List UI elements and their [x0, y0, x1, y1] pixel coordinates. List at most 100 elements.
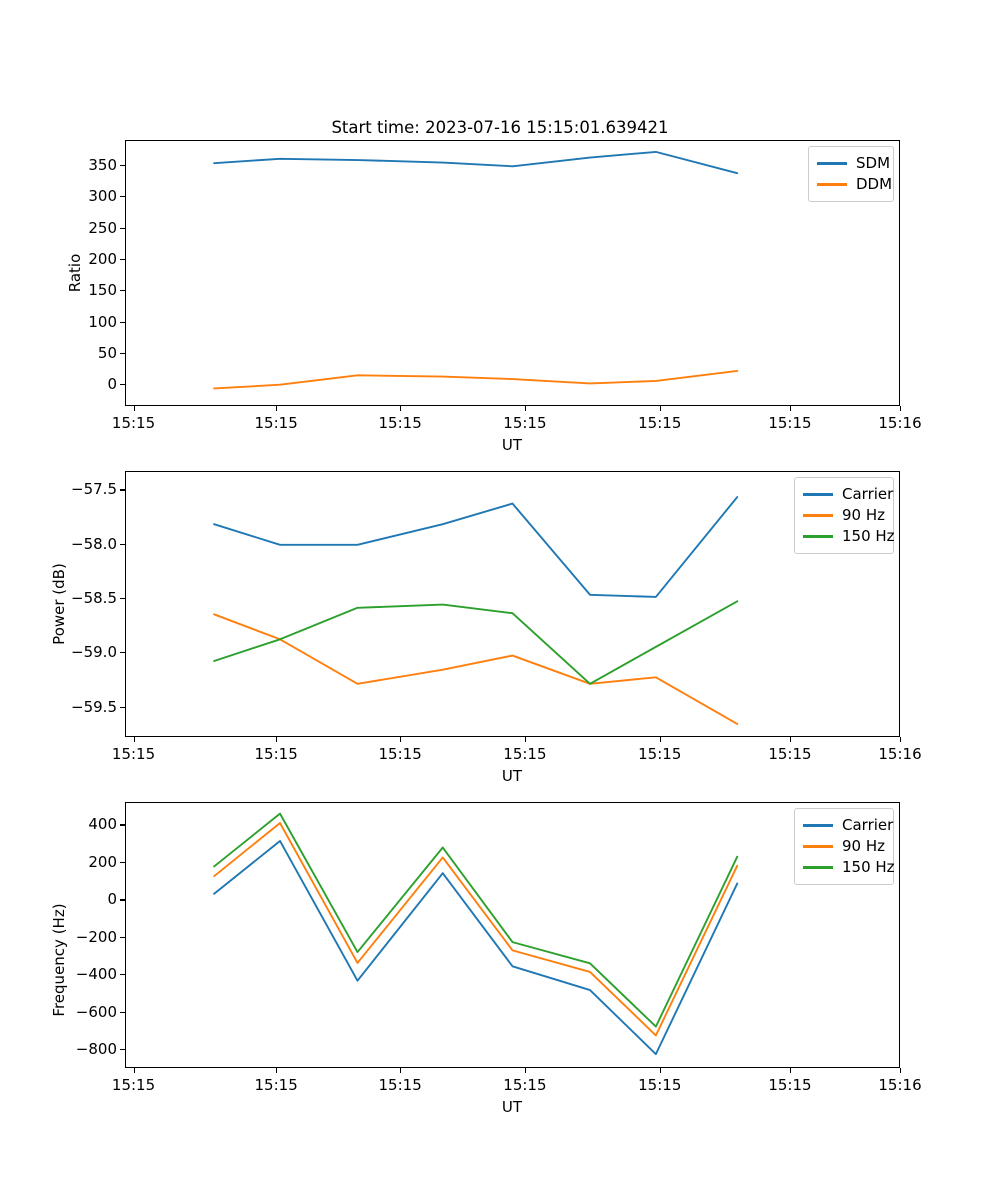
y-tick-label: −400	[75, 965, 117, 984]
legend-frequency[interactable]: Carrier 90 Hz 150 Hz	[794, 808, 895, 885]
y-tick-label: 100	[88, 312, 117, 331]
legend-label: 150 Hz	[842, 527, 895, 545]
x-tick-mark	[400, 1068, 402, 1073]
legend-color-swatch	[803, 866, 833, 869]
legend-label: SDM	[856, 154, 891, 172]
x-tick-mark	[900, 1068, 902, 1073]
y-tick-mark	[120, 824, 125, 826]
figure-title: Start time: 2023-07-16 15:15:01.639421	[331, 118, 669, 137]
x-tick-mark	[276, 737, 278, 742]
x-tick-label: 15:16	[878, 1076, 922, 1094]
y-tick-label: 150	[88, 281, 117, 300]
x-tick-mark	[133, 737, 135, 742]
plot-area-ratio	[213, 150, 739, 390]
y-tick-label: 250	[88, 218, 117, 237]
subplot-frequency	[125, 802, 900, 1068]
x-tick-mark	[659, 1068, 661, 1073]
legend-color-swatch	[803, 514, 833, 517]
x-tick-mark	[133, 406, 135, 411]
x-tick-mark	[900, 406, 902, 411]
legend-color-swatch	[803, 845, 833, 848]
legend-label: Carrier	[842, 485, 894, 503]
legend-item[interactable]: SDM	[817, 153, 890, 174]
x-tick-label: 15:15	[503, 745, 547, 763]
series-line-90-hz	[213, 822, 739, 1037]
x-tick-label: 15:15	[503, 1076, 547, 1094]
x-tick-mark	[400, 406, 402, 411]
series-line-150-hz	[213, 812, 739, 1028]
x-tick-label: 15:15	[111, 1076, 156, 1094]
series-line-sdm	[213, 150, 739, 175]
series-line-90-hz	[213, 613, 739, 725]
y-tick-label: 350	[88, 156, 117, 175]
legend-item[interactable]: DDM	[817, 174, 892, 195]
plot-area-frequency	[213, 812, 739, 1056]
subplot-power	[125, 471, 900, 737]
y-tick-label: 400	[88, 815, 117, 834]
x-tick-mark	[789, 1068, 792, 1073]
legend-color-swatch	[803, 535, 833, 538]
legend-item[interactable]: 150 Hz	[803, 526, 895, 547]
legend-item[interactable]: Carrier	[803, 484, 893, 505]
y-tick-mark	[120, 899, 125, 901]
x-tick-mark	[789, 406, 792, 411]
x-tick-mark	[900, 737, 902, 742]
y-tick-label: 200	[88, 249, 117, 268]
y-tick-label: −800	[75, 1040, 117, 1059]
x-tick-mark	[276, 406, 278, 411]
x-tick-label: 15:15	[378, 745, 422, 763]
x-tick-label: 15:15	[768, 745, 812, 763]
y-tick-label: 0	[107, 890, 117, 909]
x-tick-mark	[524, 737, 526, 742]
x-axis-label-power: UT	[501, 767, 523, 785]
x-tick-label: 15:15	[111, 414, 156, 432]
y-tick-mark	[120, 384, 125, 386]
x-tick-label: 15:15	[638, 1076, 682, 1094]
x-tick-label: 15:15	[768, 1076, 812, 1094]
x-tick-label: 15:15	[378, 1076, 422, 1094]
y-tick-label: 300	[88, 187, 117, 206]
axes-frame-power	[125, 471, 900, 737]
y-tick-mark	[120, 227, 125, 229]
legend-label: 150 Hz	[842, 858, 895, 876]
axes-frame-ratio	[125, 140, 900, 406]
x-tick-label: 15:16	[878, 745, 922, 763]
x-tick-label: 15:15	[378, 414, 422, 432]
legend-label: 90 Hz	[842, 837, 886, 855]
x-tick-mark	[524, 406, 526, 411]
y-tick-mark	[120, 165, 125, 167]
legend-label: DDM	[856, 175, 893, 193]
y-tick-mark	[120, 1011, 125, 1013]
y-tick-mark	[120, 290, 125, 292]
axes-frame-frequency	[125, 802, 900, 1068]
y-tick-mark	[120, 706, 125, 708]
legend-item[interactable]: 90 Hz	[803, 836, 885, 857]
legend-ratio[interactable]: SDM DDM	[808, 146, 894, 202]
y-tick-label: −58.5	[71, 589, 117, 608]
y-tick-mark	[120, 321, 125, 323]
y-tick-label: −600	[75, 1002, 117, 1021]
y-tick-mark	[120, 598, 125, 600]
y-axis-label-ratio: Ratio	[66, 253, 84, 293]
y-tick-label: 0	[107, 375, 117, 394]
y-tick-label: −59.0	[71, 643, 117, 662]
legend-color-swatch	[803, 493, 833, 496]
y-tick-label: −58.0	[71, 534, 117, 553]
y-tick-label: 200	[88, 852, 117, 871]
x-tick-label: 15:15	[254, 414, 298, 432]
y-tick-mark	[120, 543, 125, 545]
x-tick-label: 15:15	[638, 745, 682, 763]
legend-item[interactable]: 150 Hz	[803, 857, 895, 878]
y-tick-label: 50	[97, 343, 117, 362]
legend-item[interactable]: Carrier	[803, 815, 893, 836]
x-tick-mark	[276, 1068, 278, 1073]
legend-power[interactable]: Carrier 90 Hz 150 Hz	[794, 477, 895, 554]
y-axis-label-power: Power (dB)	[50, 563, 68, 645]
legend-color-swatch	[817, 183, 847, 186]
legend-label: 90 Hz	[842, 506, 886, 524]
legend-item[interactable]: 90 Hz	[803, 505, 885, 526]
x-tick-label: 15:15	[254, 1076, 298, 1094]
subplot-ratio	[125, 140, 900, 406]
y-tick-mark	[120, 974, 125, 976]
y-tick-mark	[120, 652, 125, 654]
